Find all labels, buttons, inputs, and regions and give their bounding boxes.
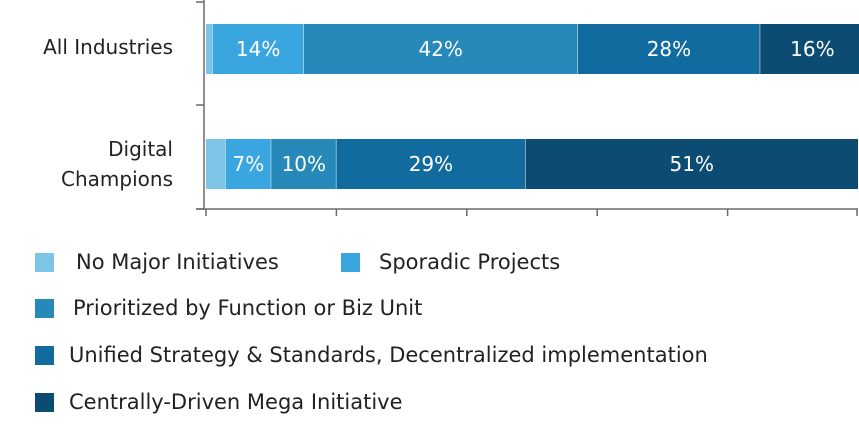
legend-label: Unified Strategy & Standards, Decentrali…: [69, 343, 708, 367]
legend-swatch: [35, 345, 54, 365]
data-label: 28%: [647, 37, 691, 61]
legend-item-prioritized-by-function: Prioritized by Function or Biz Unit: [35, 296, 422, 320]
legend-label: Sporadic Projects: [379, 250, 561, 274]
data-label: 16%: [790, 37, 834, 61]
data-label: 10%: [282, 152, 326, 176]
legend-swatch: [35, 252, 54, 272]
bar-segment: [303, 24, 578, 74]
bar-segment: [206, 139, 226, 189]
legend-label: No Major Initiatives: [76, 250, 279, 274]
data-label: 29%: [409, 152, 453, 176]
legend-swatch: [341, 252, 360, 272]
data-label: 51%: [670, 152, 714, 176]
category-label-digital-champions: Digital Champions: [61, 137, 173, 191]
category-label-all-industries: All Industries: [43, 35, 173, 59]
bar-segment: [760, 24, 859, 74]
bar-segment: [525, 139, 858, 189]
bar-segment: [206, 24, 213, 74]
bar-segment: [336, 139, 526, 189]
bar-segment: [212, 24, 304, 74]
legend-label: Centrally-Driven Mega Initiative: [69, 390, 403, 414]
legend-item-unified-strategy: Unified Strategy & Standards, Decentrali…: [35, 343, 708, 367]
bar-segment: [271, 139, 337, 189]
legend-label: Prioritized by Function or Biz Unit: [73, 296, 423, 320]
legend-item-sporadic-projects: Sporadic Projects: [341, 250, 560, 274]
legend-item-no-major-initiatives: No Major Initiatives: [35, 250, 279, 274]
legend-swatch: [35, 392, 54, 412]
legend-item-centrally-driven: Centrally-Driven Mega Initiative: [35, 390, 403, 414]
bar-segment: [225, 139, 272, 189]
data-label: 42%: [418, 37, 462, 61]
data-label: 14%: [236, 37, 280, 61]
data-label: 7%: [233, 152, 265, 176]
legend-swatch: [35, 298, 54, 318]
bar-segment: [577, 24, 761, 74]
